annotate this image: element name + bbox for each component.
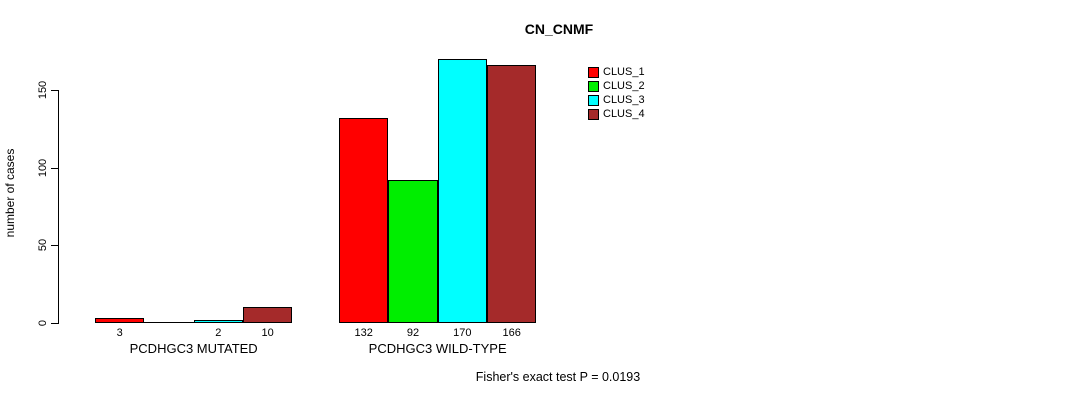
bar-value-label: 2 [215,327,222,339]
y-axis-tick [51,245,58,247]
legend-swatch-clus_1 [588,66,599,78]
bar-clus_4-mutated [242,307,293,323]
legend-label: CLUS_3 [603,94,645,106]
legend-item-clus_2: CLUS_2 [588,79,645,93]
legend-item-clus_4: CLUS_4 [588,107,645,121]
legend-swatch-clus_4 [588,108,599,120]
y-axis-tick [51,167,58,169]
bar-value-label: 170 [453,327,472,339]
legend-item-clus_1: CLUS_1 [588,65,645,79]
y-axis-tick-label: 50 [37,239,49,252]
bar-clus_2-mutated [144,322,194,323]
y-axis-tick [51,90,58,91]
y-axis-tick-label: 150 [37,80,49,100]
bar-clus_3-mutated [193,319,243,323]
category-label: PCDHGC3 MUTATED [129,341,258,356]
legend-label: CLUS_2 [603,80,645,92]
bar-value-label: 132 [354,327,373,339]
bar-clus_4-wild-type [486,65,537,323]
annotation-text: Fisher's exact test P = 0.0193 [475,370,641,384]
bar-clus_1-mutated [95,318,145,323]
y-axis-line [58,90,59,324]
category-label: PCDHGC3 WILD-TYPE [368,341,507,356]
bar-value-label: 166 [502,327,521,339]
bar-clus_1-wild-type [339,117,389,323]
bar-clus_2-wild-type [388,180,438,323]
bar-clus_3-wild-type [437,58,487,323]
legend-label: CLUS_4 [603,108,645,120]
legend-item-clus_3: CLUS_3 [588,93,645,107]
y-axis-tick-label: 0 [37,319,49,327]
bar-value-label: 92 [406,327,420,339]
legend-label: CLUS_1 [603,66,645,78]
y-axis-tick-label: 100 [37,158,49,177]
bar-value-label: 3 [116,327,123,339]
y-axis-label: number of cases [3,148,17,238]
y-axis-tick [51,323,58,324]
chart-title: CN_CNMF [524,21,594,37]
bar-value-label: 10 [261,327,274,339]
legend-swatch-clus_3 [588,94,599,106]
legend-swatch-clus_2 [588,80,599,92]
